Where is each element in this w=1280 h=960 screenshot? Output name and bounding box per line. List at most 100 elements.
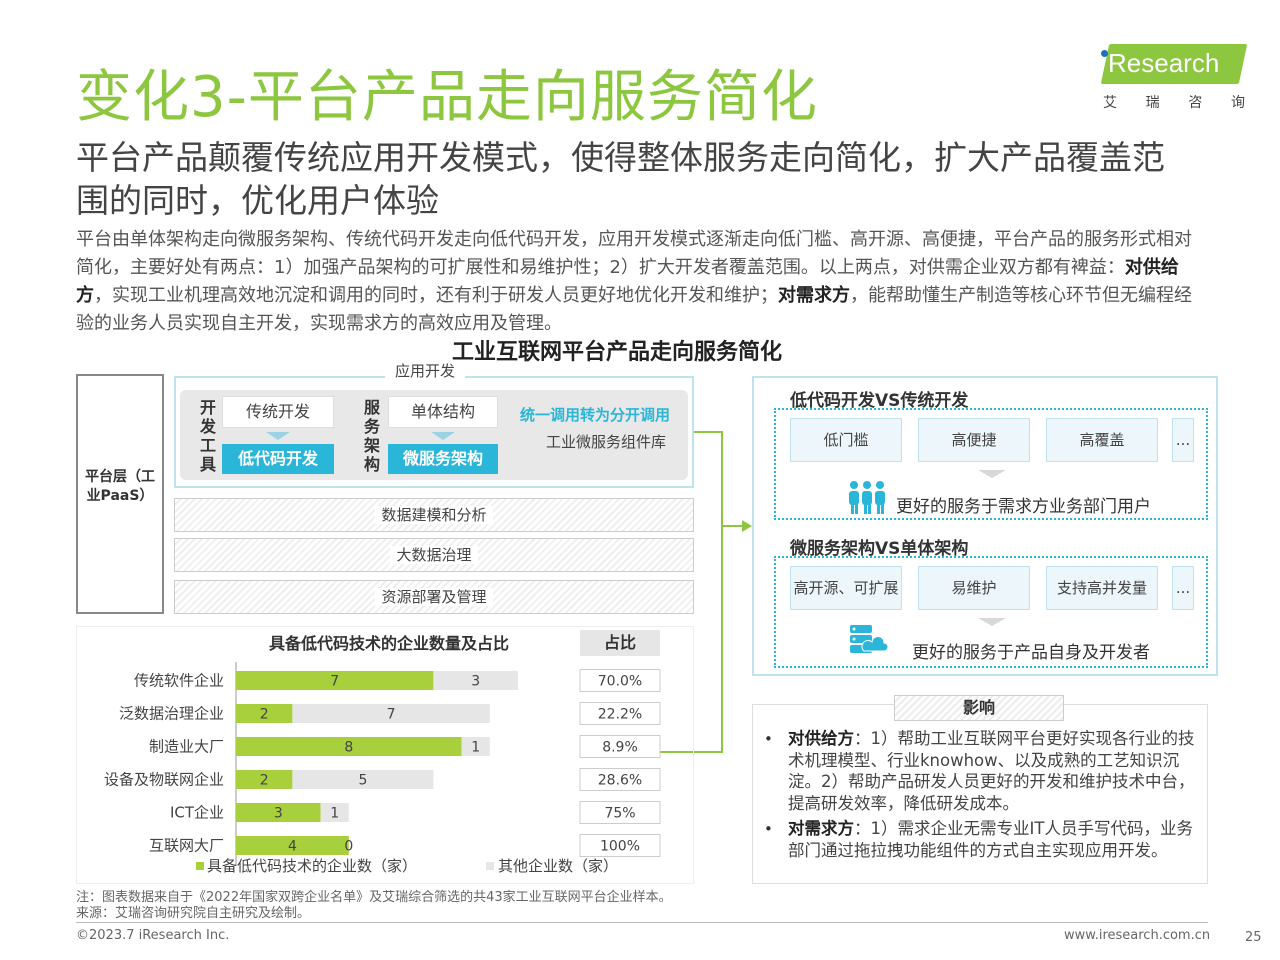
connector-line [660,431,723,753]
ratio-value: 28.6% [598,773,642,789]
bullet-icon: • [764,820,773,838]
logo-letter: 咨 [1188,95,1203,111]
app-dev-label: 应用开发 [385,360,466,381]
category-label: 设备及物联网企业 [104,771,224,789]
feature-open-source: 高开源、可扩展 [790,566,902,610]
category-label: ICT企业 [170,804,224,822]
data-label: 0 [344,839,353,855]
microservice-box: 微服务架构 [388,444,498,474]
page-subtitle: 平台产品颠覆传统应用开发模式，使得整体服务走向简化，扩大产品覆盖范围的同时，优化… [76,138,1165,220]
diagram-title: 工业互联网平台产品走向服务简化 [452,340,783,365]
impact-demand: 对需求方：1）需求企业无需专业IT人员手写代码，业务部门通过拖拉拽功能组件的方式… [788,818,1196,861]
impact-supply: 对供给方：1）帮助工业互联网平台更好实现各行业的技术机理模型、行业knowhow… [788,728,1196,814]
logo-letter: 询 [1230,95,1245,111]
bullet-icon: • [764,730,773,748]
chart-title: 具备低代码技术的企业数量及占比 [269,634,509,653]
ratio-value: 100% [600,839,640,855]
legend-swatch [486,862,494,870]
impact-supply-text: ：1）帮助工业互联网平台更好实现各行业的技术机理模型、行业knowhow、以及成… [788,729,1195,813]
bar-lowcode [236,803,321,822]
logo-text: Research [1108,48,1220,78]
footnote-note: 注：图表数据来自于《2022年国家双跨企业名单》及艾瑞综合筛选的共43家工业互联… [76,890,672,905]
section1-result: 更好的服务于需求方业务部门用户 [896,497,1151,517]
page-number: 25 [1245,930,1262,945]
layer-text: 数据建模和分析 [375,506,493,524]
arrow-down-icon [431,432,455,440]
data-label: 8 [344,740,353,756]
arch-text: 服务架构 [363,398,380,474]
unified-call-label: 统一调用转为分开调用 [520,406,671,424]
ratio-box [579,768,661,791]
impact-header: 影响 [894,695,1064,721]
body-bold-demand: 对需求方 [778,285,850,306]
legend-swatch [196,862,204,870]
legend-label: 其他企业数（家） [498,857,618,875]
category-label: 泛数据治理企业 [119,705,224,723]
section2-result: 更好的服务于产品自身及开发者 [912,643,1150,663]
logo-letter: 艾 [1103,95,1117,111]
bar-lowcode [236,737,462,756]
ratio-box [579,834,661,857]
data-label: 2 [260,773,269,789]
legend-label: 具备低代码技术的企业数（家） [207,857,417,875]
category-label: 传统软件企业 [134,672,224,690]
bar-other [320,803,349,822]
dev-tools-text: 开发工具 [199,398,216,474]
platform-layer-text: 平台层（工业PaaS） [85,469,155,504]
impact-demand-label: 对需求方 [788,819,854,838]
impact-supply-label: 对供给方 [788,729,854,748]
section1-title: 低代码开发VS传统开发 [790,391,969,411]
body-bold-supply: 对供给方 [76,257,1179,306]
bar-lowcode [236,704,293,723]
data-label: 7 [387,707,396,723]
low-code-dev-box: 低代码开发 [222,444,334,474]
ratio-value: 8.9% [602,740,638,756]
ratio-box [579,735,661,758]
users-icon [849,481,885,514]
chart-frame [76,626,694,884]
footnote-source: 来源：艾瑞咨询研究院自主研究及绘制。 [76,906,311,921]
feature-high-concurrency: 支持高并发量 [1046,566,1158,610]
bar-other [461,737,490,756]
category-label: 互联网大厂 [149,837,224,855]
arrow-right-icon [742,520,752,532]
ratio-box [579,669,661,692]
data-label: 1 [330,806,339,822]
footnote: 注：图表数据来自于《2022年国家双跨企业名单》及艾瑞综合筛选的共43家工业互联… [76,890,672,922]
ratio-box [579,801,661,824]
micro-lib-label: 工业微服务组件库 [545,433,666,451]
bar-other [292,704,490,723]
body-text-part3: ，能帮助懂生产制造等核心环节但无编程经验的业务人员实现自主开发，实现需求方的高效… [76,285,1192,334]
arrow-down-icon [978,470,1006,478]
ratio-value: 75% [604,806,635,822]
data-label: 1 [471,740,480,756]
data-label: 5 [358,773,367,789]
impact-demand-text: ：1）需求企业无需专业IT人员手写代码，业务部门通过拖拉拽功能组件的方式自主实现… [788,819,1193,860]
logo-dot-icon [1101,50,1108,57]
arrow-down-icon [978,618,1006,626]
bar-lowcode [236,770,293,789]
website-url: www.iresearch.com.cn [1064,928,1211,943]
ratio-header: 占比 [580,630,660,656]
layer-text: 资源部署及管理 [375,588,493,606]
layer-resource: 资源部署及管理 [174,580,694,614]
layer-big-data: 大数据治理 [174,538,694,572]
data-label: 3 [471,674,480,690]
feature-low-threshold: 低门槛 [790,418,902,462]
feature-high-convenience: 高便捷 [918,418,1030,462]
ratio-box [579,702,661,725]
page-title: 变化3-平台产品走向服务简化 [76,65,818,130]
footer-divider [76,922,1208,923]
section2-title: 微服务架构VS单体架构 [790,539,969,559]
category-label: 制造业大厂 [149,738,224,756]
feature-more: ... [1172,566,1194,610]
body-text-part1: 平台由单体架构走向微服务架构、传统代码开发走向低代码开发，应用开发模式逐渐走向低… [76,229,1192,278]
data-label: 3 [274,806,283,822]
traditional-dev-box: 传统开发 [222,396,334,428]
data-label: 2 [260,707,269,723]
section1-box [774,408,1208,520]
logo-chinese: 艾 瑞 咨 询 [1103,92,1245,112]
bar-other [292,770,434,789]
